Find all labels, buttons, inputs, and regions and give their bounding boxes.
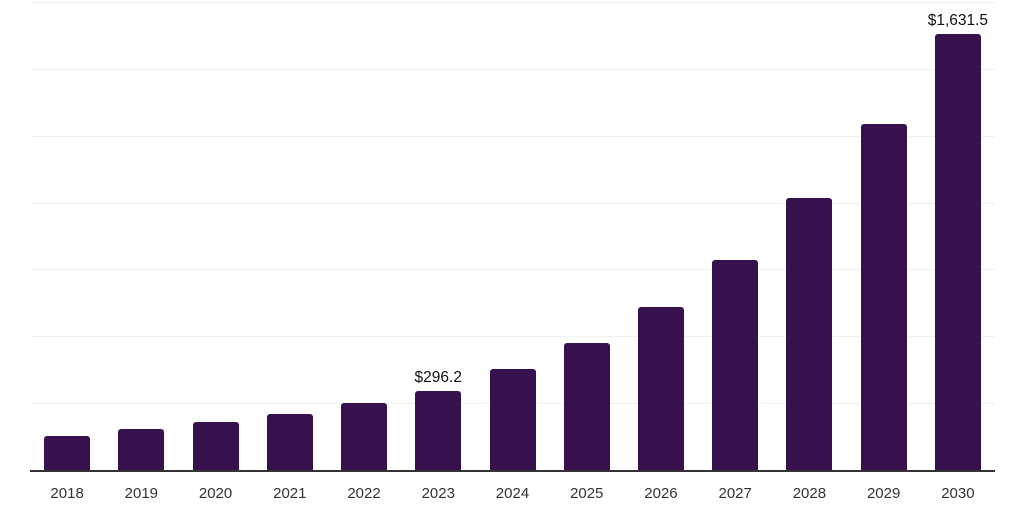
bar-value-label-2030: $1,631.5 [927,11,989,29]
bar-value-label-2023: $296.2 [414,368,462,386]
bar-2024 [489,369,536,470]
x-tick-label-2020: 2020 [198,485,233,502]
bar-2020 [192,422,239,470]
bar-2030 [934,33,981,470]
x-tick-label-2019: 2019 [124,485,159,502]
bar-2025 [563,343,610,470]
x-tick-label-2021: 2021 [273,485,307,502]
x-axis-line [30,470,995,472]
gridline-1250 [30,135,995,137]
x-tick-label-2018: 2018 [50,485,84,502]
bar-2027 [712,259,759,470]
bar-2019 [118,429,165,470]
bar-2023 [415,390,462,470]
bar-2026 [637,306,684,470]
x-tick-label-2027: 2027 [718,485,752,502]
x-tick-label-2025: 2025 [570,485,604,502]
gridline-500 [30,336,995,338]
bar-2028 [786,198,833,470]
x-tick-label-2026: 2026 [644,485,678,502]
x-tick-label-2022: 2022 [347,485,381,502]
x-tick-label-2030: 2030 [941,485,975,502]
bar-2021 [266,414,313,470]
gridline-750 [30,269,995,271]
gridline-1500 [30,68,995,70]
x-tick-label-2024: 2024 [495,485,530,502]
bar-2018 [44,435,91,470]
x-tick-label-2029: 2029 [866,485,901,502]
gridline-1000 [30,202,995,204]
x-tick-label-2023: 2023 [421,485,455,502]
gridline-1750 [30,2,995,3]
bar-2022 [341,403,388,470]
bar-2029 [860,124,907,470]
x-tick-label-2028: 2028 [792,485,827,502]
